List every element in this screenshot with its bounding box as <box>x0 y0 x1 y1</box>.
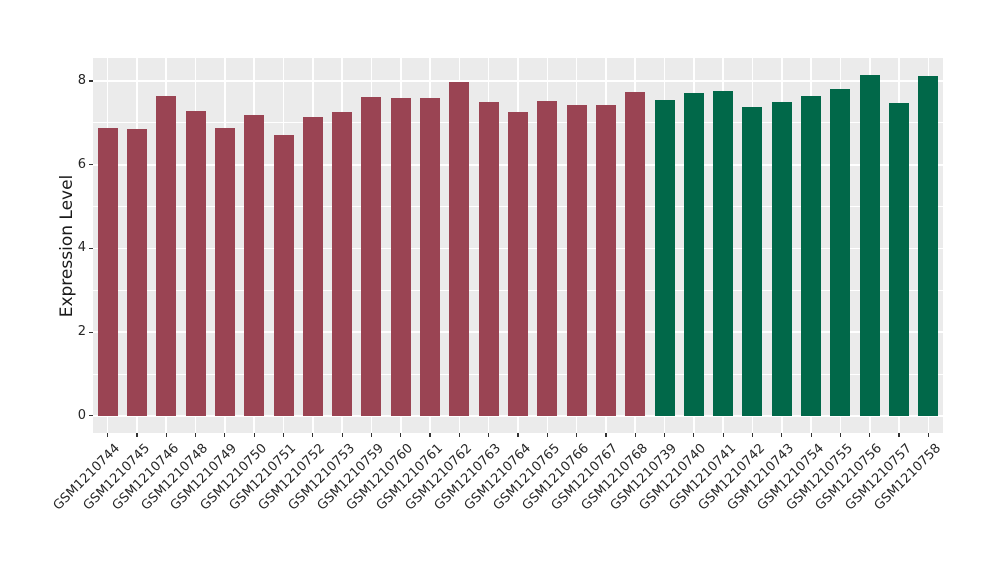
y-tick-label: 8 <box>77 73 86 89</box>
bar-GSM1210740 <box>683 92 704 416</box>
bar-GSM1210750 <box>244 115 265 416</box>
x-tick-mark <box>927 433 929 437</box>
bar-GSM1210768 <box>625 92 646 416</box>
x-tick-mark <box>429 433 431 437</box>
horizontal-major-gridline <box>93 415 943 417</box>
y-tick-mark <box>89 415 93 417</box>
bar-GSM1210759 <box>361 96 382 416</box>
bar-GSM1210758 <box>918 75 939 416</box>
y-tick-mark <box>89 247 93 250</box>
bar-GSM1210742 <box>742 107 763 416</box>
bar-GSM1210739 <box>654 100 675 416</box>
y-tick-label: 2 <box>77 324 86 340</box>
bar-GSM1210763 <box>478 101 499 416</box>
x-tick-mark <box>107 433 109 437</box>
x-tick-mark <box>194 433 197 437</box>
bar-GSM1210751 <box>273 135 294 416</box>
bar-GSM1210755 <box>830 88 851 416</box>
x-tick-mark <box>488 433 490 437</box>
x-tick-mark <box>898 433 900 437</box>
x-tick-mark <box>781 433 783 437</box>
x-tick-mark <box>282 433 285 437</box>
horizontal-major-gridline <box>93 80 943 82</box>
plot-panel <box>93 58 943 433</box>
x-tick-mark <box>253 433 255 437</box>
y-tick-mark <box>89 80 93 82</box>
bar-GSM1210764 <box>508 111 528 416</box>
x-tick-mark <box>400 433 402 437</box>
x-tick-mark <box>224 433 226 437</box>
y-tick-label: 0 <box>77 407 86 423</box>
x-tick-mark <box>693 433 695 437</box>
x-tick-mark <box>722 433 724 437</box>
bar-GSM1210756 <box>859 74 880 416</box>
y-tick-mark <box>89 164 93 166</box>
bar-GSM1210752 <box>302 117 323 416</box>
bar-GSM1210753 <box>332 111 353 416</box>
x-tick-mark <box>458 433 460 437</box>
bar-GSM1210744 <box>97 127 118 416</box>
bar-GSM1210762 <box>449 82 470 416</box>
bar-GSM1210745 <box>126 129 147 416</box>
bar-GSM1210748 <box>185 111 206 416</box>
bar-GSM1210757 <box>889 103 910 416</box>
x-tick-mark <box>341 433 343 437</box>
x-tick-mark <box>576 433 578 437</box>
x-tick-mark <box>165 433 167 437</box>
x-tick-mark <box>370 433 373 437</box>
x-tick-mark <box>517 433 519 437</box>
bar-GSM1210761 <box>420 97 441 416</box>
x-tick-mark <box>136 433 138 437</box>
bar-GSM1210765 <box>537 100 558 416</box>
x-tick-mark <box>869 433 871 437</box>
bar-GSM1210749 <box>214 128 235 416</box>
x-tick-mark <box>634 433 636 437</box>
bar-GSM1210743 <box>771 101 792 416</box>
x-tick-mark <box>663 433 666 437</box>
y-tick-label: 4 <box>77 240 86 256</box>
bar-GSM1210760 <box>390 97 411 416</box>
x-tick-mark <box>839 433 841 437</box>
bar-GSM1210746 <box>156 96 177 416</box>
y-tick-mark <box>89 331 93 333</box>
bar-GSM1210754 <box>801 95 822 416</box>
x-tick-mark <box>810 433 812 437</box>
bar-GSM1210741 <box>713 91 734 416</box>
x-tick-mark <box>546 433 548 437</box>
bar-GSM1210767 <box>595 105 616 416</box>
bar-GSM1210766 <box>566 104 587 416</box>
x-tick-mark <box>751 433 754 437</box>
x-tick-mark <box>312 433 314 437</box>
y-tick-label: 6 <box>77 156 86 172</box>
x-tick-mark <box>605 433 607 437</box>
